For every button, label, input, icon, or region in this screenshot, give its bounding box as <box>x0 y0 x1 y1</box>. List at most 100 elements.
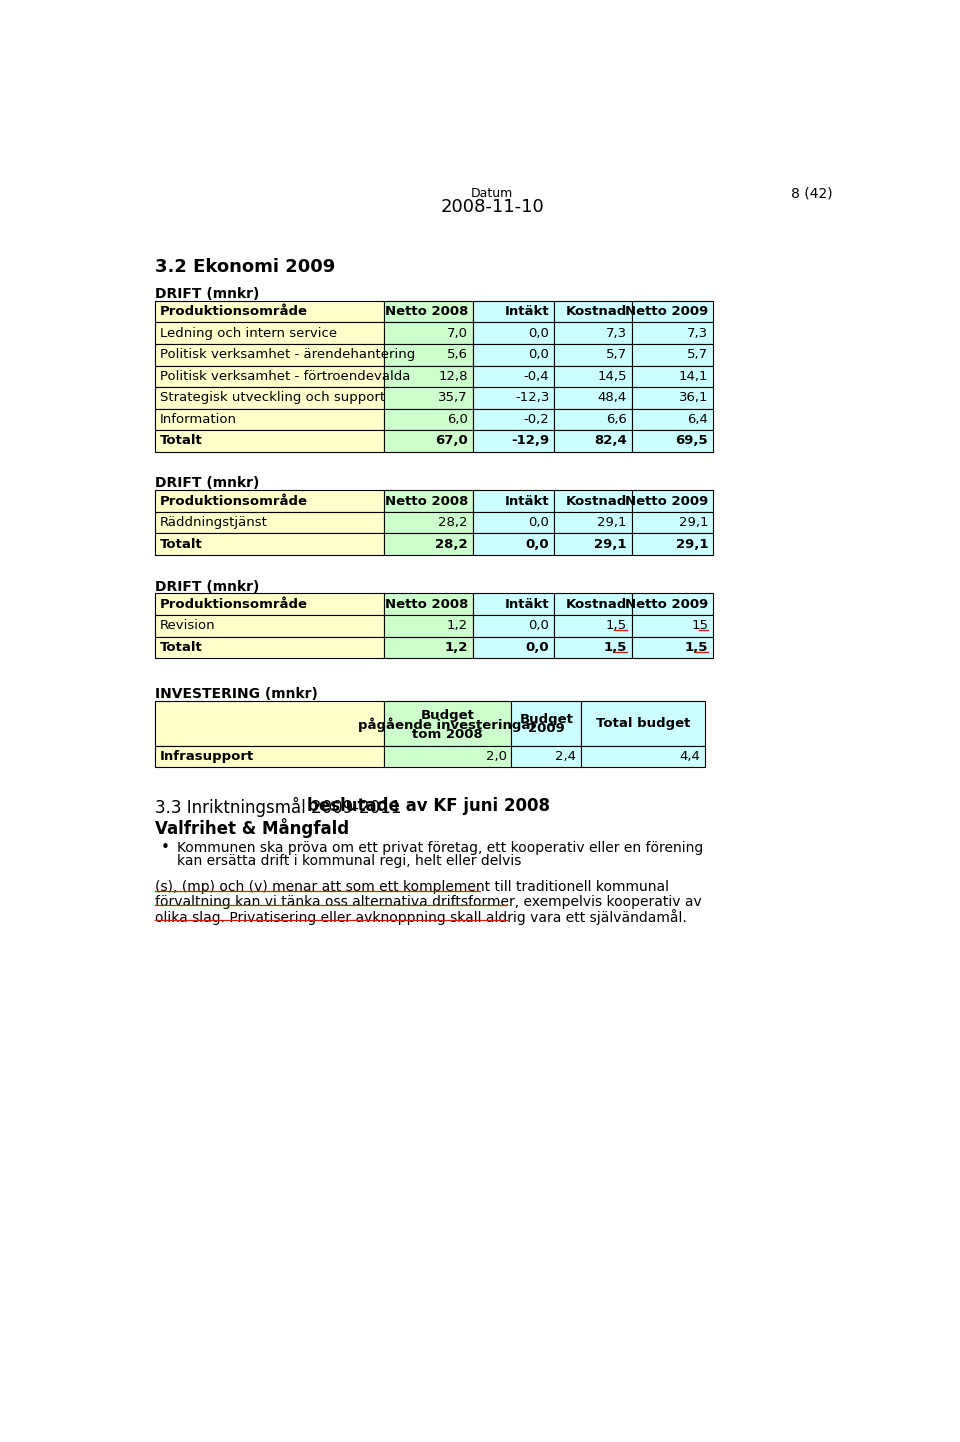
Text: 6,0: 6,0 <box>447 412 468 425</box>
Bar <box>472 636 554 658</box>
Bar <box>155 345 383 365</box>
Text: DRIFT (mnkr): DRIFT (mnkr) <box>155 580 259 594</box>
Text: Netto 2009: Netto 2009 <box>625 495 708 508</box>
Bar <box>554 490 632 512</box>
Text: Totalt: Totalt <box>159 538 203 551</box>
Bar <box>554 386 632 408</box>
Bar <box>554 430 632 451</box>
Text: kan ersätta drift i kommunal regi, helt eller delvis: kan ersätta drift i kommunal regi, helt … <box>177 855 521 868</box>
Text: Netto 2008: Netto 2008 <box>385 495 468 508</box>
Text: Netto 2009: Netto 2009 <box>625 598 708 611</box>
Bar <box>383 534 472 555</box>
Bar <box>383 365 472 386</box>
Text: Datum: Datum <box>470 187 514 200</box>
Bar <box>632 408 713 430</box>
Text: 5,6: 5,6 <box>447 349 468 362</box>
Text: Räddningstjänst: Räddningstjänst <box>159 516 268 529</box>
Text: Produktionsområde: Produktionsområde <box>159 598 307 611</box>
Bar <box>554 323 632 345</box>
Text: 2,0: 2,0 <box>486 750 507 763</box>
Text: -0,4: -0,4 <box>524 369 549 382</box>
Text: 36,1: 36,1 <box>679 391 708 404</box>
Bar <box>632 365 713 386</box>
Text: 67,0: 67,0 <box>435 434 468 447</box>
Bar <box>632 490 713 512</box>
Text: Budget: Budget <box>519 714 573 727</box>
Bar <box>632 616 713 636</box>
Text: 0,0: 0,0 <box>528 349 549 362</box>
Text: 1,5: 1,5 <box>604 640 627 653</box>
Text: pågående investeringar: pågående investeringar <box>358 718 537 733</box>
Text: 14,1: 14,1 <box>679 369 708 382</box>
Bar <box>554 534 632 555</box>
Text: 7,3: 7,3 <box>606 327 627 340</box>
Bar <box>581 701 706 746</box>
Bar <box>472 386 554 408</box>
Bar <box>155 386 383 408</box>
Text: 7,3: 7,3 <box>687 327 708 340</box>
Text: Intäkt: Intäkt <box>505 598 549 611</box>
Bar <box>632 534 713 555</box>
Text: 4,4: 4,4 <box>680 750 701 763</box>
Bar <box>155 534 383 555</box>
Bar <box>383 616 472 636</box>
Text: 0,0: 0,0 <box>528 619 549 632</box>
Text: 35,7: 35,7 <box>439 391 468 404</box>
Bar <box>472 490 554 512</box>
Text: 1,5: 1,5 <box>684 640 708 653</box>
Bar <box>472 323 554 345</box>
Bar <box>632 386 713 408</box>
Bar <box>472 512 554 534</box>
Bar <box>512 746 581 767</box>
Text: Kommunen ska pröva om ett privat företag, ett kooperativ eller en förening: Kommunen ska pröva om ett privat företag… <box>177 841 703 855</box>
Bar <box>155 512 383 534</box>
Text: tom 2008: tom 2008 <box>412 728 483 741</box>
Text: -12,3: -12,3 <box>515 391 549 404</box>
Bar <box>155 636 383 658</box>
Bar <box>155 490 383 512</box>
Text: Total budget: Total budget <box>596 717 690 730</box>
Text: Produktionsområde: Produktionsområde <box>159 306 307 319</box>
Text: 2,4: 2,4 <box>556 750 576 763</box>
Bar <box>554 512 632 534</box>
Text: Netto 2009: Netto 2009 <box>625 306 708 319</box>
Text: 69,5: 69,5 <box>676 434 708 447</box>
Bar <box>472 345 554 365</box>
Bar <box>472 430 554 451</box>
Text: (s), (mp) och (v) menar att som ett komplement till traditionell kommunal: (s), (mp) och (v) menar att som ett komp… <box>155 880 669 894</box>
Text: 2009: 2009 <box>528 722 564 735</box>
Bar <box>554 345 632 365</box>
Text: •: • <box>161 841 170 855</box>
Bar <box>383 594 472 616</box>
Bar <box>155 594 383 616</box>
Bar <box>472 594 554 616</box>
Bar <box>554 365 632 386</box>
Text: 3.2 Ekonomi 2009: 3.2 Ekonomi 2009 <box>155 258 335 275</box>
Text: 29,1: 29,1 <box>597 516 627 529</box>
Bar <box>155 365 383 386</box>
Bar <box>632 594 713 616</box>
Text: Totalt: Totalt <box>159 640 203 653</box>
Text: olika slag. Privatisering eller avknoppning skall aldrig vara ett självändamål.: olika slag. Privatisering eller avknoppn… <box>155 908 686 926</box>
Text: 6,6: 6,6 <box>606 412 627 425</box>
Bar <box>512 701 581 746</box>
Bar <box>554 594 632 616</box>
Text: 1,2: 1,2 <box>446 619 468 632</box>
Text: Kostnad: Kostnad <box>565 306 627 319</box>
Text: Kostnad: Kostnad <box>565 495 627 508</box>
Text: Information: Information <box>159 412 236 425</box>
Text: 8 (42): 8 (42) <box>791 187 833 200</box>
Bar <box>632 430 713 451</box>
Text: 0,0: 0,0 <box>526 640 549 653</box>
Bar <box>383 345 472 365</box>
Text: 5,7: 5,7 <box>606 349 627 362</box>
Bar <box>383 323 472 345</box>
Text: 28,2: 28,2 <box>439 516 468 529</box>
Text: 2008-11-10: 2008-11-10 <box>440 198 544 216</box>
Bar <box>472 616 554 636</box>
Text: Ledning och intern service: Ledning och intern service <box>159 327 337 340</box>
Bar <box>632 345 713 365</box>
Text: 14,5: 14,5 <box>597 369 627 382</box>
Text: 0,0: 0,0 <box>526 538 549 551</box>
Bar <box>383 408 472 430</box>
